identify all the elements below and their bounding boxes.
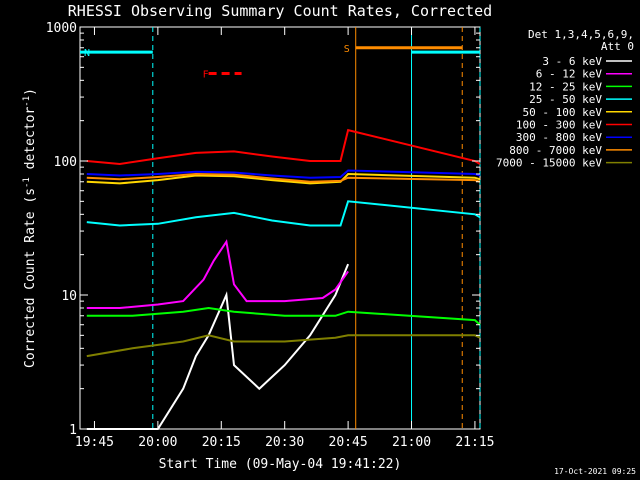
timestamp: 17-Oct-2021 09:25 <box>554 467 636 476</box>
annotation-bars: N F S <box>80 44 480 80</box>
legend-header-0: Det 1,3,4,5,6,9, <box>528 28 634 41</box>
series-line-4 <box>86 172 481 185</box>
y-tick-label-2: 100 <box>54 155 77 170</box>
series-line-5 <box>86 128 481 166</box>
series-line-7 <box>86 172 481 183</box>
x-tick-label-3: 20:30 <box>265 435 304 450</box>
legend-label-0: 3 - 6 keV <box>542 55 602 68</box>
legend-label-5: 100 - 300 keV <box>516 119 602 132</box>
legend-header-1: Att 0 <box>601 40 634 53</box>
x-tick-label-6: 21:15 <box>455 435 494 450</box>
legend-label-4: 50 - 100 keV <box>523 106 603 119</box>
y-tick-label-1: 10 <box>61 289 77 304</box>
ylabel-mid: detector <box>23 107 38 178</box>
series-line-2 <box>86 306 481 326</box>
x-tick-label-0: 19:45 <box>75 435 114 450</box>
y-axis-label: Corrected Count Rate (s-1 detector-1) <box>22 88 38 368</box>
y-tick-label-0: 1 <box>69 423 77 438</box>
series-line-6 <box>86 169 481 179</box>
x-axis-ticks: 19:45 20:00 20:15 20:30 20:45 21:00 21:15 <box>75 27 494 450</box>
annotation-label-s: S <box>344 44 350 55</box>
legend-label-2: 12 - 25 keV <box>529 80 602 93</box>
x-tick-label-5: 21:00 <box>392 435 431 450</box>
series-line-0 <box>86 263 350 430</box>
y-axis-ticks: 1 10 100 1000 <box>46 21 480 438</box>
legend-label-3: 25 - 50 keV <box>529 93 602 106</box>
chart-title: RHESSI Observing Summary Count Rates, Co… <box>68 2 492 20</box>
legend-label-6: 300 - 800 keV <box>516 131 602 144</box>
x-axis-label: Start Time (09-May-04 19:41:22) <box>159 457 402 472</box>
series-line-3 <box>86 200 481 227</box>
y-tick-label-3: 1000 <box>46 21 77 36</box>
ylabel-sup1: -1 <box>22 177 32 188</box>
data-series <box>86 128 481 430</box>
annotation-label-n: N <box>84 48 90 59</box>
ylabel-main: Corrected Count Rate (s <box>23 188 38 368</box>
ylabel-end: ) <box>23 88 38 96</box>
x-tick-label-4: 20:45 <box>329 435 368 450</box>
x-tick-label-2: 20:15 <box>202 435 241 450</box>
legend-label-1: 6 - 12 keV <box>536 68 603 81</box>
ylabel-sup2: -1 <box>22 96 32 107</box>
series-line-8 <box>86 334 481 358</box>
vertical-markers <box>152 27 481 429</box>
annotation-label-f: F <box>203 69 209 80</box>
legend-label-7: 800 - 7000 keV <box>509 144 602 157</box>
series-line-1 <box>86 239 349 309</box>
legend-label-8: 7000 - 15000 keV <box>496 157 602 170</box>
x-tick-label-1: 20:00 <box>138 435 177 450</box>
